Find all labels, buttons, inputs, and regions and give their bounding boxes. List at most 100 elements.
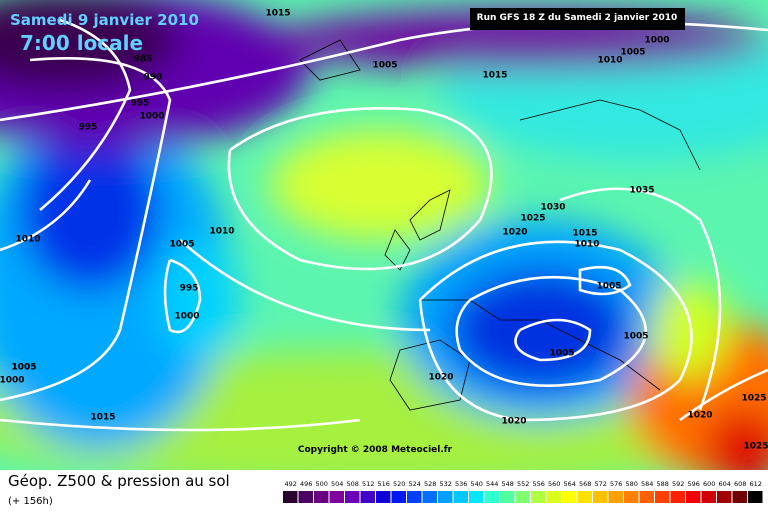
coastlines — [299, 39, 701, 411]
scale-swatch — [748, 491, 763, 503]
scale-swatch — [562, 491, 577, 503]
scale-label: 560 — [548, 480, 560, 488]
scale-swatch — [407, 491, 422, 503]
isobar-label: 1015 — [572, 229, 597, 239]
scale-label: 588 — [657, 480, 669, 488]
scale-swatch — [701, 491, 716, 503]
isobar-label: 1020 — [428, 373, 453, 383]
color-scale: 492 496 500 504 508 512 516 520 524 528 532 536 540 5… — [283, 480, 763, 503]
isobar-label: 1015 — [482, 71, 507, 81]
footer-lead: (+ 156h) — [8, 496, 53, 507]
scale-label: 572 — [595, 480, 607, 488]
scale-label: 516 — [378, 480, 390, 488]
isobar-label: 1005 — [169, 240, 194, 250]
isobar-label: 1005 — [596, 282, 621, 292]
scale-swatch — [608, 491, 623, 503]
scale-swatch — [298, 491, 313, 503]
isobar-label: 1005 — [11, 363, 36, 373]
isobar-label: 1005 — [372, 61, 397, 71]
scale-label: 508 — [347, 480, 359, 488]
scale-swatch — [639, 491, 654, 503]
run-info: Run GFS 18 Z du Samedi 2 janvier 2010 — [477, 13, 678, 23]
scale-swatch — [283, 491, 298, 503]
scale-swatch — [422, 491, 437, 503]
time: 7:00 locale — [20, 31, 143, 55]
scale-swatch — [655, 491, 670, 503]
scale-swatch — [717, 491, 732, 503]
scale-label: 568 — [579, 480, 591, 488]
isobar-label: 1020 — [502, 228, 527, 238]
scale-swatch — [453, 491, 468, 503]
scale-swatch — [484, 491, 499, 503]
isobar-label: 1005 — [549, 349, 574, 359]
scale-label: 536 — [455, 480, 467, 488]
isobar-label: 1015 — [90, 413, 115, 423]
scale-swatch — [345, 491, 360, 503]
isobar-label: 1005 — [11, 363, 36, 373]
scale-swatch — [531, 491, 546, 503]
scale-label: 504 — [331, 480, 343, 488]
scale-label: 596 — [688, 480, 700, 488]
scale-label: 524 — [409, 480, 421, 488]
run-box — [470, 8, 685, 30]
isobar-label: 1010 — [597, 56, 622, 66]
isobar-label: 1010 — [15, 235, 40, 245]
isobar-labels: 1015100010051010985990995100099510051015… — [0, 9, 768, 452]
scale-swatch — [546, 491, 561, 503]
isobar-label: 1010 — [209, 227, 234, 237]
isobars — [0, 18, 768, 432]
scale-label: 500 — [316, 480, 328, 488]
isobar-label: 1010 — [574, 240, 599, 250]
scale-label: 584 — [641, 480, 653, 488]
scale-swatch — [577, 491, 592, 503]
scale-swatch — [732, 491, 747, 503]
isobar-label: 1025 — [520, 214, 545, 224]
isobar-label: 1000 — [0, 376, 25, 386]
isobar-label: 995 — [79, 123, 98, 133]
scale-swatch — [360, 491, 375, 503]
scale-label: 608 — [734, 480, 746, 488]
scale-swatch — [686, 491, 701, 503]
scale-swatch — [376, 491, 391, 503]
scale-label: 592 — [672, 480, 684, 488]
isobar-label: 1020 — [687, 411, 712, 421]
scale-swatch — [515, 491, 530, 503]
scale-swatch — [314, 491, 329, 503]
scale-label: 576 — [610, 480, 622, 488]
isobar-label: 990 — [144, 73, 163, 83]
scale-label: 492 — [285, 480, 297, 488]
scale-swatch — [469, 491, 484, 503]
scale-label: 580 — [626, 480, 638, 488]
isobar-label: 1020 — [501, 417, 526, 427]
isobar-label: 1035 — [629, 186, 654, 196]
map-field — [0, 0, 768, 490]
isobar-label: 1000 — [139, 112, 164, 122]
scale-label: 540 — [471, 480, 483, 488]
scale-label: 496 — [300, 480, 312, 488]
scale-label: 528 — [424, 480, 436, 488]
scale-swatch — [391, 491, 406, 503]
scale-swatch — [670, 491, 685, 503]
scale-label: 600 — [703, 480, 715, 488]
scale-label: 512 — [362, 480, 374, 488]
isobar-label: 1000 — [644, 36, 669, 46]
scale-label: 548 — [502, 480, 514, 488]
scale-swatch — [438, 491, 453, 503]
isobar-label: 995 — [131, 99, 150, 109]
isobar-label: 995 — [180, 284, 199, 294]
copyright: Copyright © 2008 Meteociel.fr — [298, 445, 453, 455]
isobar-label: 985 — [134, 55, 153, 65]
scale-label: 532 — [440, 480, 452, 488]
isobar-label: 1030 — [540, 203, 565, 213]
scale-label: 520 — [393, 480, 405, 488]
scale-swatch — [624, 491, 639, 503]
isobar-label: 1005 — [620, 48, 645, 58]
isobar-label: 1015 — [265, 9, 290, 19]
scale-label: 612 — [750, 480, 762, 488]
scale-swatch — [329, 491, 344, 503]
scale-label: 552 — [517, 480, 529, 488]
isobar-label: 1025 — [743, 442, 768, 452]
scale-label: 544 — [486, 480, 498, 488]
isobar-label: 1025 — [741, 394, 766, 404]
scale-swatch — [500, 491, 515, 503]
